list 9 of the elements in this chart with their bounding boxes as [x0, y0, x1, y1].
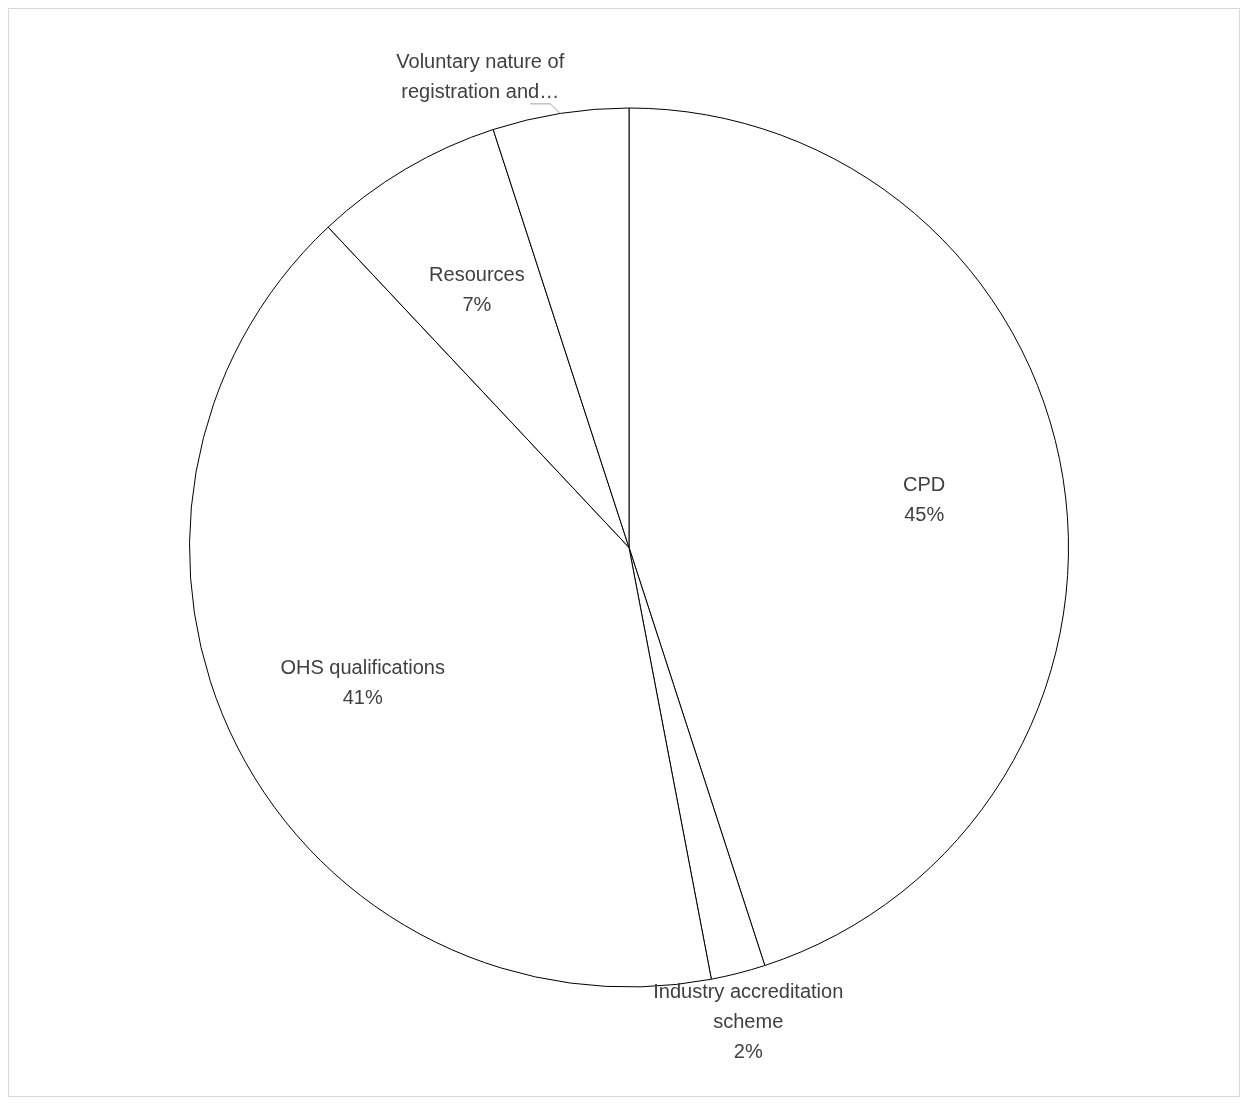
data-label: 45% — [904, 503, 945, 526]
slice-label: OHS qualifications — [280, 655, 445, 678]
data-label: 2% — [733, 1040, 763, 1063]
slice-label: Industry accreditation scheme — [653, 980, 844, 1033]
data-label: 7% — [462, 292, 492, 315]
slice-label: Voluntary nature of registration and… — [396, 50, 565, 103]
data-label: 41% — [342, 685, 383, 708]
slice-label: Resources — [429, 262, 525, 285]
slice-label: CPD — [903, 473, 946, 496]
